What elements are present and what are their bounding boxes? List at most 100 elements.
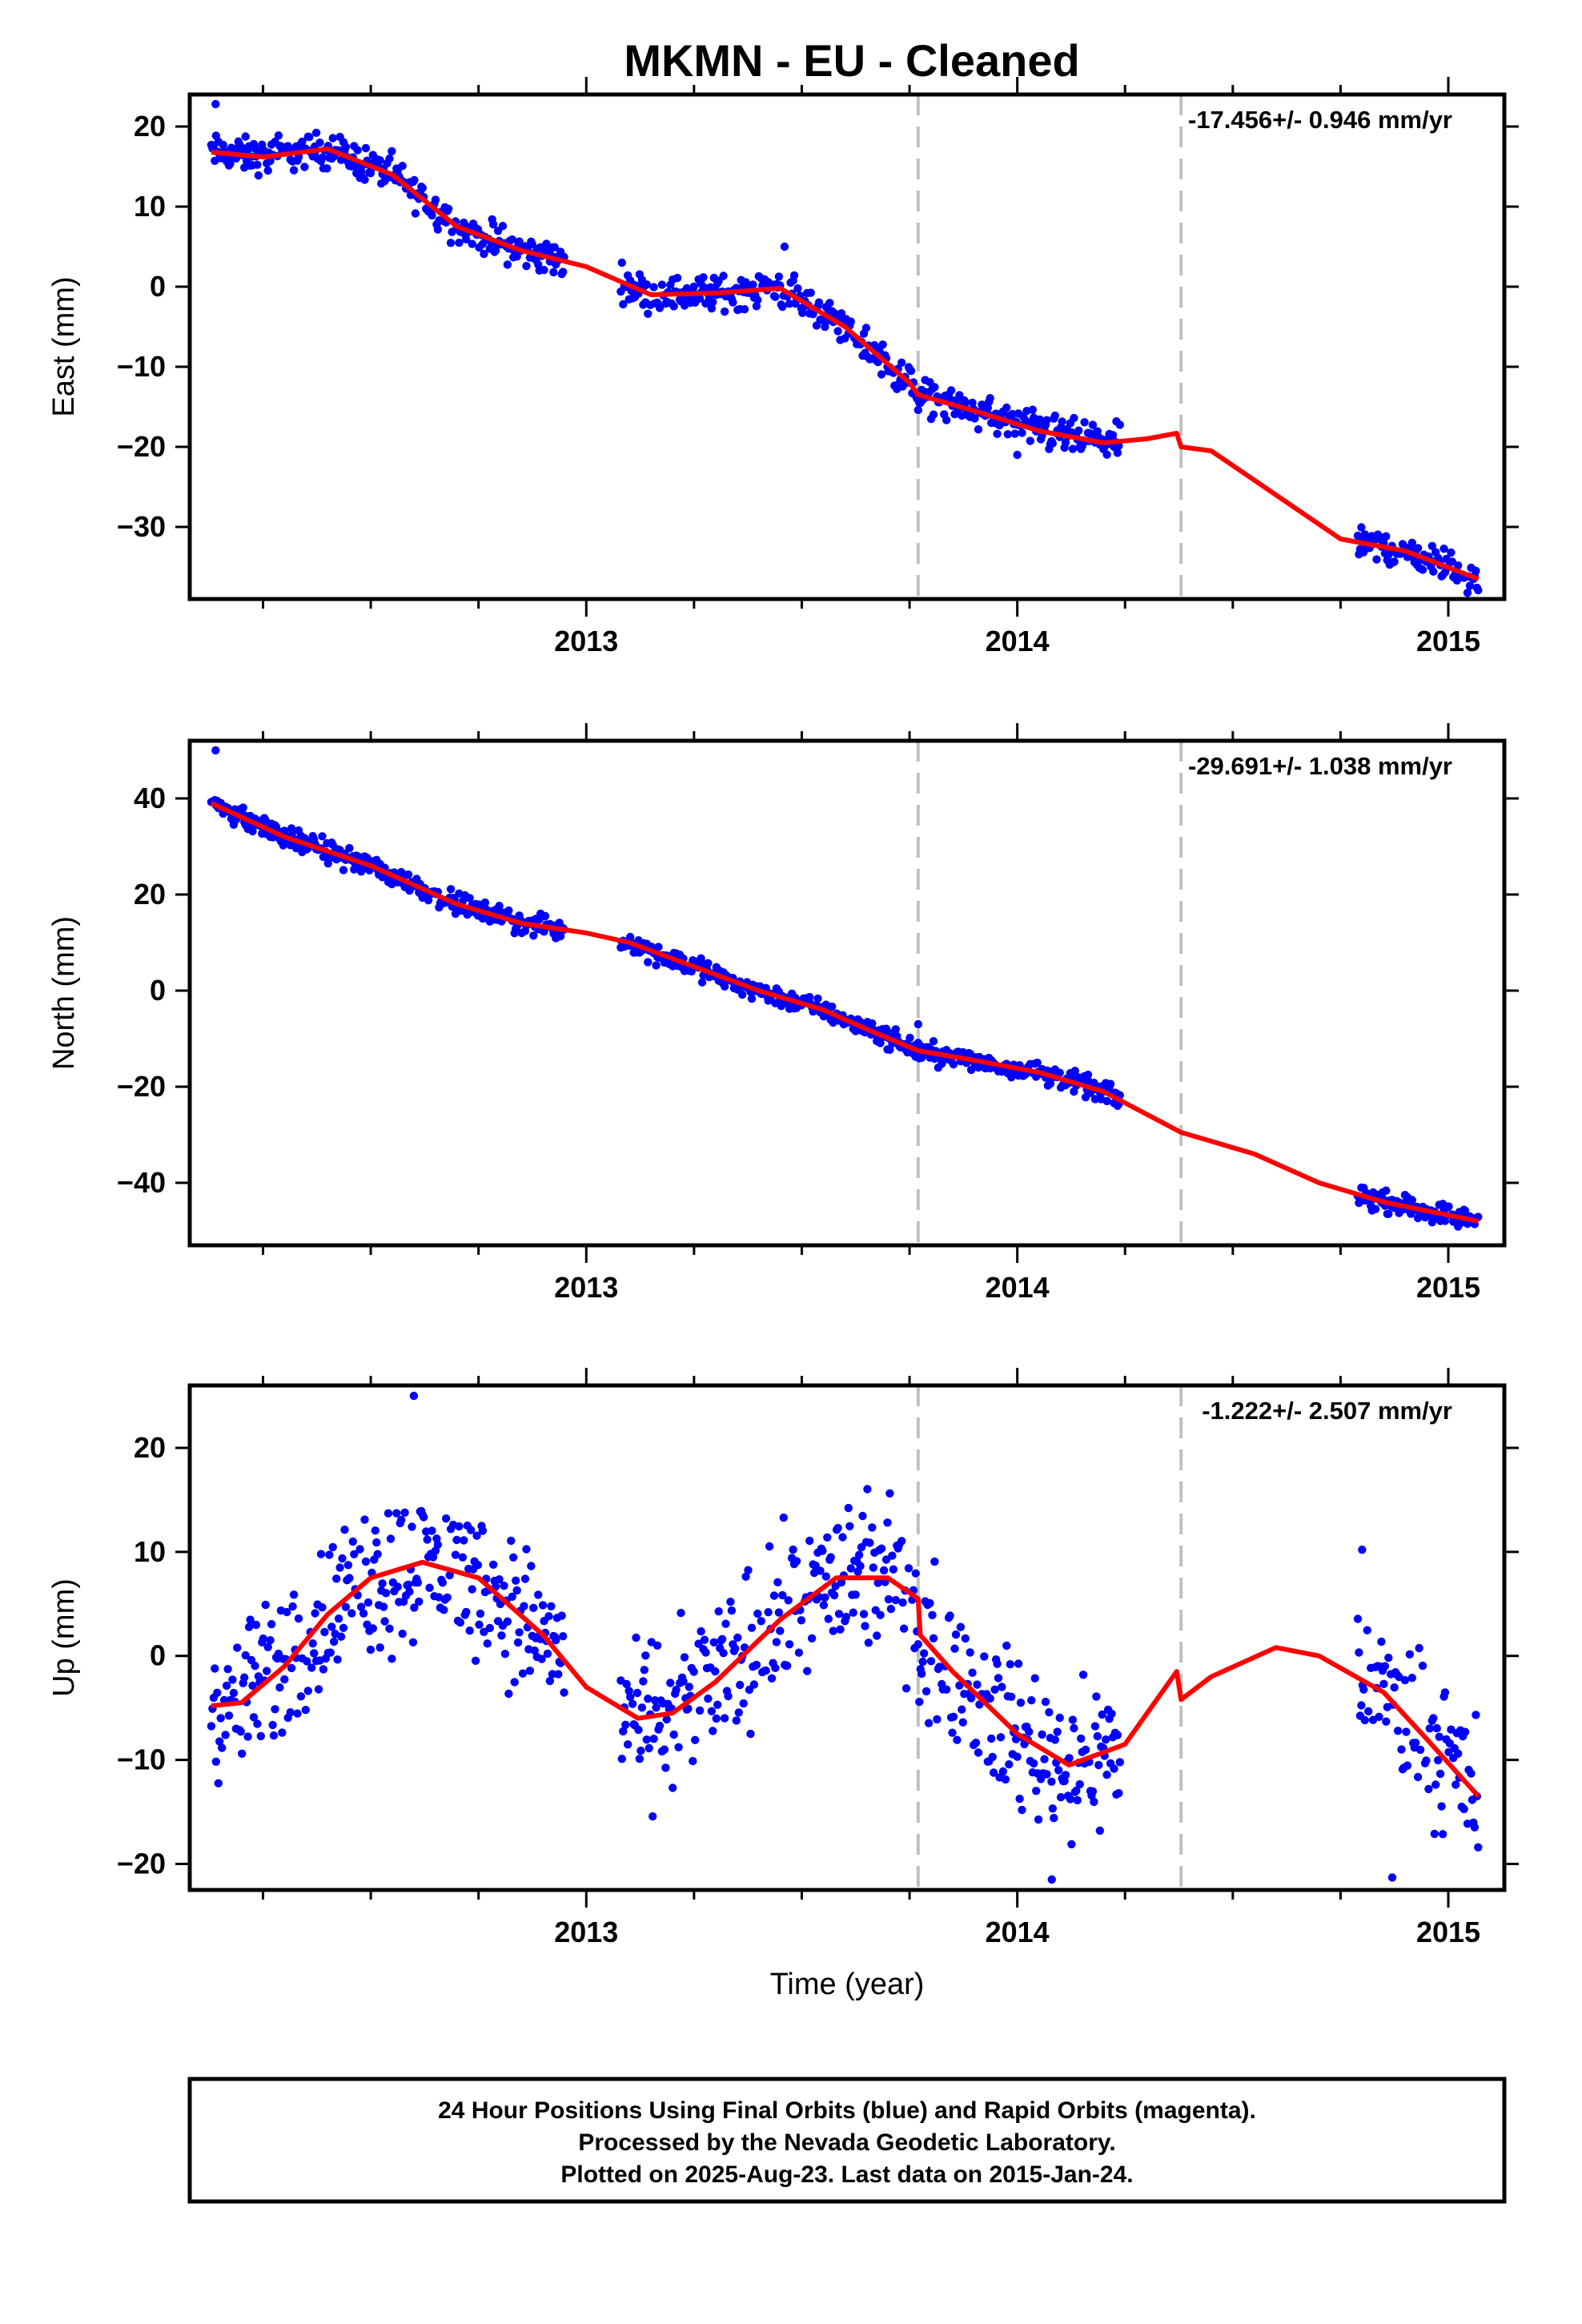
data-point (1440, 1216, 1450, 1225)
data-point (378, 1579, 387, 1588)
data-point (286, 1708, 295, 1717)
data-point (473, 1561, 483, 1570)
data-point (559, 1632, 568, 1641)
data-point (1033, 1058, 1042, 1068)
data-point (425, 1583, 434, 1592)
panel-north: −40 −20 0 20 40 2013 2014 2015 North (mm) -29.691… (47, 723, 1519, 1304)
data-point (1435, 1769, 1445, 1779)
data-point (689, 1667, 698, 1676)
data-point (1379, 1679, 1388, 1688)
data-point (691, 1735, 700, 1744)
data-point (833, 1523, 842, 1533)
data-point (1418, 565, 1427, 574)
data-point (1460, 1206, 1470, 1216)
data-point (1070, 1723, 1078, 1733)
data-point (228, 1675, 237, 1684)
data-point (1061, 1771, 1070, 1779)
data-point (1053, 1727, 1062, 1736)
data-point (525, 1667, 535, 1675)
chart-title: MKMN - EU - Cleaned (624, 35, 1079, 86)
data-point (1090, 1797, 1098, 1807)
data-point (462, 235, 471, 243)
data-point (489, 220, 498, 229)
data-point (269, 1731, 279, 1740)
data-point (655, 1721, 665, 1731)
data-point (652, 1703, 661, 1712)
data-point (680, 1653, 689, 1662)
data-point (889, 1565, 898, 1574)
data-point (1106, 1080, 1115, 1088)
data-point (328, 1542, 337, 1552)
data-point (288, 1602, 297, 1611)
data-point (1384, 1653, 1393, 1663)
data-point (438, 1578, 447, 1587)
data-point (1393, 1727, 1403, 1735)
data-point (1073, 1795, 1082, 1805)
data-point (780, 242, 789, 251)
data-point (805, 992, 814, 1002)
data-point (672, 1685, 681, 1695)
data-point (330, 1637, 339, 1647)
data-point (259, 1634, 267, 1643)
rate-label: -29.691+/- 1.038 mm/yr (1188, 752, 1452, 780)
data-point (1102, 1735, 1110, 1744)
data-point (928, 1610, 937, 1620)
data-point (821, 322, 829, 332)
y-tick-label: −10 (117, 1743, 166, 1776)
data-point (834, 1610, 844, 1618)
data-point (986, 1694, 994, 1703)
data-point (361, 1557, 371, 1566)
data-point (1028, 405, 1038, 414)
data-point (1078, 1671, 1088, 1679)
data-point (428, 1526, 436, 1535)
data-point (1407, 1674, 1417, 1683)
data-point (1402, 1727, 1411, 1736)
data-point (296, 1692, 306, 1701)
data-point (825, 299, 834, 308)
data-point (711, 1667, 720, 1676)
data-point (298, 137, 307, 147)
data-point (739, 1699, 748, 1708)
footer-box: 24 Hour Positions Using Final Orbits (bl… (187, 2077, 1507, 2204)
data-point (863, 1485, 872, 1494)
x-tick-label: 2014 (986, 625, 1050, 657)
data-point (244, 1622, 254, 1631)
data-point (709, 1638, 718, 1647)
data-point (489, 1560, 498, 1570)
data-point (428, 1553, 438, 1562)
data-point (901, 1684, 911, 1693)
data-point (1088, 420, 1098, 429)
data-points (207, 99, 1483, 597)
data-point (689, 1756, 697, 1766)
data-point (958, 1718, 968, 1727)
data-point (510, 1678, 519, 1687)
data-point (347, 1609, 356, 1618)
data-point (211, 1664, 219, 1673)
data-point (883, 1518, 892, 1527)
data-point (345, 843, 354, 853)
data-point (719, 1649, 728, 1658)
data-point (1003, 430, 1013, 439)
data-point (1045, 1708, 1054, 1717)
data-point (652, 1641, 662, 1650)
data-point (543, 1649, 552, 1659)
data-point (877, 370, 886, 379)
data-point (921, 1687, 931, 1696)
data-point (789, 271, 799, 280)
data-point (924, 1719, 934, 1727)
data-point (778, 1590, 787, 1600)
data-point (253, 160, 262, 169)
data-point (353, 146, 362, 155)
data-point (289, 1590, 299, 1599)
data-point (933, 1715, 942, 1724)
footer-line-2: Processed by the Nevada Geodetic Laborat… (578, 2129, 1115, 2156)
y-tick-label: −40 (117, 1166, 166, 1199)
data-point (731, 1644, 740, 1653)
data-point (465, 1626, 474, 1635)
data-point (829, 1590, 839, 1600)
y-tick-label: −20 (117, 430, 166, 463)
data-point (556, 931, 565, 941)
data-point (845, 1522, 854, 1531)
data-point (650, 1696, 660, 1705)
data-point (1108, 431, 1118, 440)
